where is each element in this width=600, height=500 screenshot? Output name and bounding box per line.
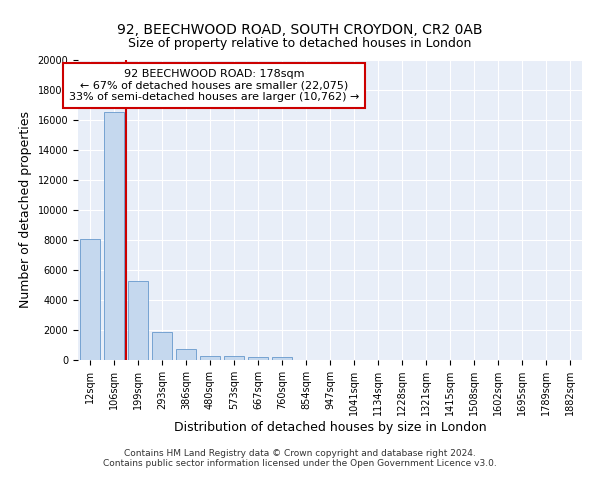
Bar [248,356,268,360]
Text: Contains HM Land Registry data © Crown copyright and database right 2024.: Contains HM Land Registry data © Crown c… [124,448,476,458]
Bar [128,280,148,360]
Bar [152,332,172,360]
Bar [80,238,100,360]
Text: 92, BEECHWOOD ROAD, SOUTH CROYDON, CR2 0AB: 92, BEECHWOOD ROAD, SOUTH CROYDON, CR2 0… [117,22,483,36]
Text: Contains public sector information licensed under the Open Government Licence v3: Contains public sector information licen… [103,458,497,468]
Bar [104,112,124,360]
Bar [200,356,220,360]
Text: Size of property relative to detached houses in London: Size of property relative to detached ho… [128,38,472,51]
Bar [272,357,292,360]
Bar [176,349,196,360]
X-axis label: Distribution of detached houses by size in London: Distribution of detached houses by size … [173,421,487,434]
Bar [224,356,244,360]
Text: 92 BEECHWOOD ROAD: 178sqm
← 67% of detached houses are smaller (22,075)
33% of s: 92 BEECHWOOD ROAD: 178sqm ← 67% of detac… [69,69,359,102]
Y-axis label: Number of detached properties: Number of detached properties [19,112,32,308]
